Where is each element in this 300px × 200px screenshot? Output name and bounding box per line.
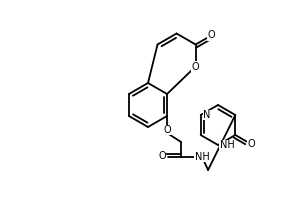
- Text: O: O: [163, 125, 171, 135]
- Text: O: O: [158, 151, 166, 161]
- Text: NH: NH: [220, 140, 234, 150]
- Text: O: O: [207, 30, 215, 40]
- Text: O: O: [247, 139, 255, 149]
- Text: NH: NH: [195, 152, 209, 162]
- Text: O: O: [192, 62, 200, 72]
- Text: N: N: [203, 110, 210, 120]
